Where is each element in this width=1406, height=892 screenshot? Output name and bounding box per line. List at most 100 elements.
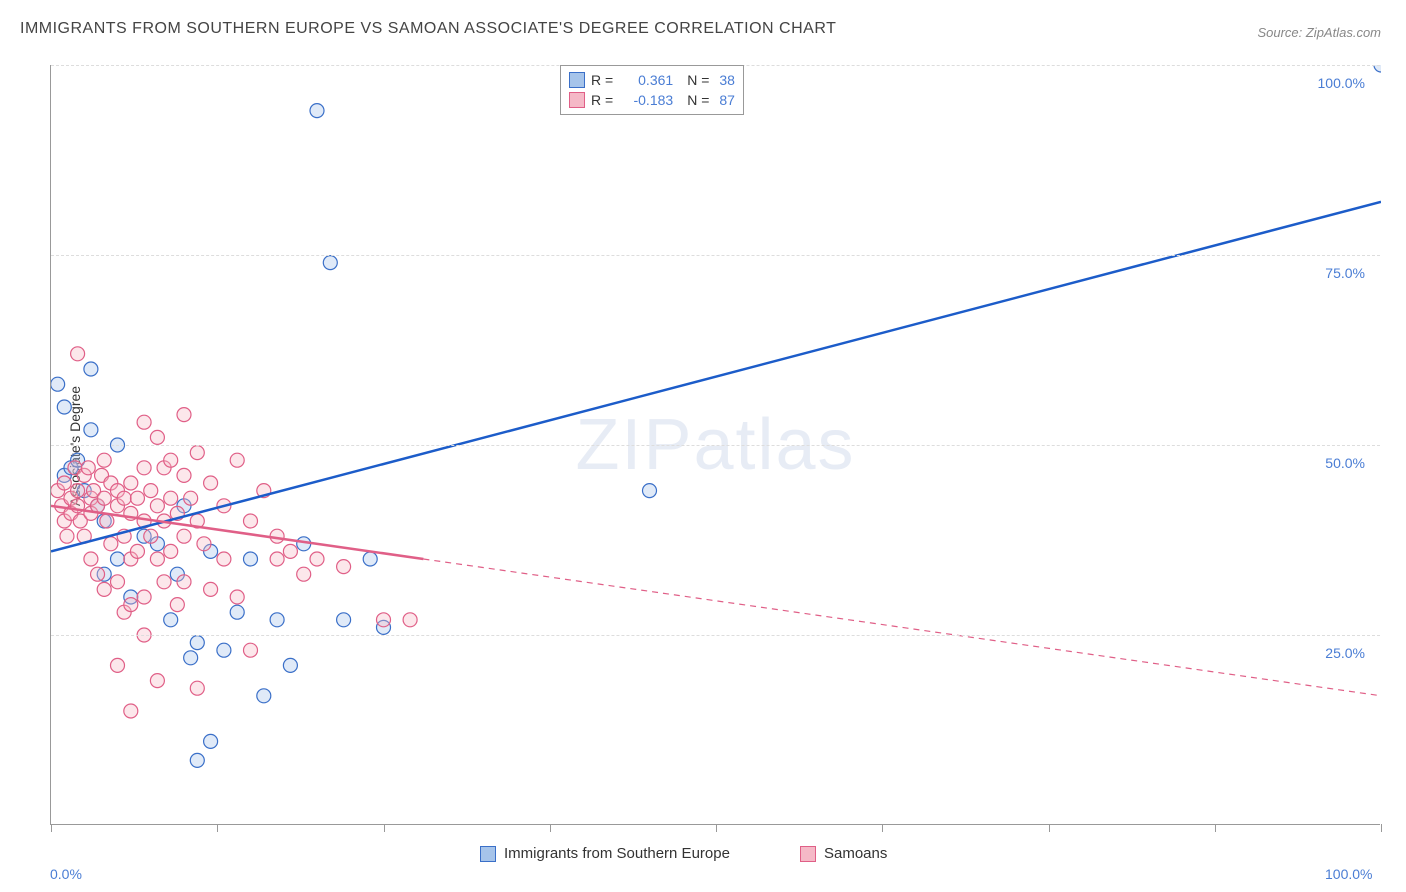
data-point: [91, 567, 105, 581]
data-point: [337, 560, 351, 574]
data-point: [130, 491, 144, 505]
data-point: [84, 362, 98, 376]
data-point: [124, 476, 138, 490]
data-point: [230, 453, 244, 467]
data-point: [190, 446, 204, 460]
data-point: [84, 552, 98, 566]
data-point: [117, 491, 131, 505]
data-point: [323, 256, 337, 270]
data-point: [57, 400, 71, 414]
y-tick-label: 75.0%: [1325, 265, 1365, 281]
data-point: [111, 552, 125, 566]
legend-r-label: R =: [591, 72, 613, 88]
gridline: [51, 445, 1380, 446]
data-point: [204, 476, 218, 490]
data-point: [643, 484, 657, 498]
data-point: [204, 734, 218, 748]
data-point: [164, 613, 178, 627]
data-point: [104, 537, 118, 551]
data-point: [144, 484, 158, 498]
data-point: [111, 575, 125, 589]
data-point: [177, 408, 191, 422]
legend-r-value: -0.183: [623, 92, 673, 108]
data-point: [150, 430, 164, 444]
data-point: [97, 582, 111, 596]
data-point: [97, 453, 111, 467]
data-point: [283, 544, 297, 558]
y-tick-label: 25.0%: [1325, 645, 1365, 661]
legend-row: R = -0.183 N = 87: [569, 90, 735, 110]
data-point: [1374, 65, 1381, 72]
data-point: [97, 491, 111, 505]
legend-n-value: 87: [719, 92, 735, 108]
data-point: [310, 104, 324, 118]
data-point: [51, 377, 65, 391]
data-point: [197, 537, 211, 551]
data-point: [297, 567, 311, 581]
series-label: Immigrants from Southern Europe: [504, 845, 730, 862]
legend-n-value: 38: [719, 72, 735, 88]
x-tick: [217, 824, 218, 832]
data-point: [130, 544, 144, 558]
data-point: [184, 651, 198, 665]
x-tick: [1049, 824, 1050, 832]
data-point: [137, 415, 151, 429]
data-point: [190, 681, 204, 695]
data-point: [270, 552, 284, 566]
data-point: [244, 552, 258, 566]
legend-n-label: N =: [687, 92, 709, 108]
y-tick-label: 50.0%: [1325, 455, 1365, 471]
data-point: [111, 658, 125, 672]
y-tick-label: 100.0%: [1318, 75, 1365, 91]
plot-area: ZIPatlas 25.0%50.0%75.0%100.0%: [50, 65, 1380, 825]
data-point: [150, 674, 164, 688]
data-point: [244, 643, 258, 657]
data-point: [257, 689, 271, 703]
data-point: [230, 605, 244, 619]
legend-n-label: N =: [687, 72, 709, 88]
data-point: [71, 347, 85, 361]
legend-r-label: R =: [591, 92, 613, 108]
series-label: Samoans: [824, 845, 887, 862]
legend-swatch-pink: [800, 846, 816, 862]
data-point: [377, 613, 391, 627]
data-point: [230, 590, 244, 604]
x-tick: [1215, 824, 1216, 832]
data-point: [60, 529, 74, 543]
data-point: [190, 753, 204, 767]
data-point: [283, 658, 297, 672]
data-point: [177, 468, 191, 482]
data-point: [170, 598, 184, 612]
chart-title: IMMIGRANTS FROM SOUTHERN EUROPE VS SAMOA…: [20, 20, 836, 38]
data-point: [164, 453, 178, 467]
data-point: [157, 575, 171, 589]
data-point: [244, 514, 258, 528]
data-point: [164, 544, 178, 558]
data-point: [337, 613, 351, 627]
data-point: [57, 476, 71, 490]
x-tick: [51, 824, 52, 832]
legend-swatch-pink: [569, 92, 585, 108]
data-point: [363, 552, 377, 566]
data-point: [144, 529, 158, 543]
trend-line: [51, 506, 423, 559]
data-point: [217, 643, 231, 657]
legend-swatch-blue: [480, 846, 496, 862]
x-tick: [550, 824, 551, 832]
legend-row: R = 0.361 N = 38: [569, 70, 735, 90]
gridline: [51, 255, 1380, 256]
data-point: [270, 613, 284, 627]
data-point: [124, 598, 138, 612]
data-point: [84, 423, 98, 437]
data-point: [81, 461, 95, 475]
data-point: [403, 613, 417, 627]
data-point: [190, 636, 204, 650]
series-legend-2: Samoans: [800, 845, 887, 862]
data-point: [100, 514, 114, 528]
x-tick-label: 0.0%: [50, 866, 82, 882]
data-point: [310, 552, 324, 566]
x-tick: [384, 824, 385, 832]
data-point: [150, 552, 164, 566]
data-point: [204, 582, 218, 596]
source-attribution: Source: ZipAtlas.com: [1257, 25, 1381, 40]
